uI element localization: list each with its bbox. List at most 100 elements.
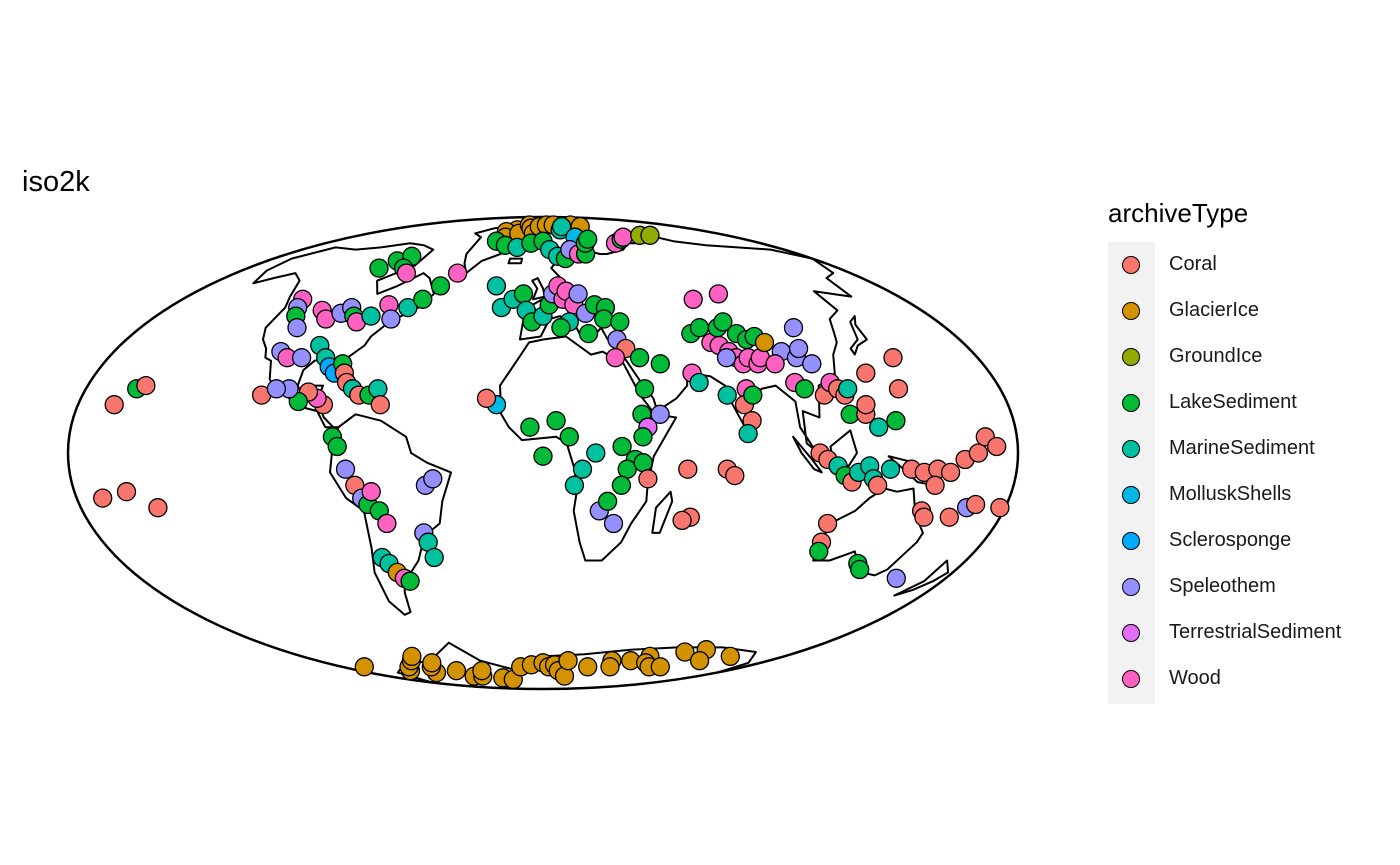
site-point-speleothem xyxy=(650,404,670,424)
legend-label: Wood xyxy=(1169,667,1221,689)
map-title: iso2k xyxy=(22,166,90,198)
legend-label: GlacierIce xyxy=(1169,299,1260,321)
site-point-wood xyxy=(765,354,785,374)
site-point-wood xyxy=(613,227,633,247)
site-point-coral xyxy=(856,395,876,415)
site-point-marinesediment xyxy=(424,547,444,568)
land-indonesia-sumatra xyxy=(792,435,823,474)
legend-item-groundice: GroundIce xyxy=(1108,334,1388,380)
site-point-lakesediment xyxy=(546,411,566,431)
site-point-coral xyxy=(965,494,986,515)
site-point-marinesediment xyxy=(572,459,593,479)
site-point-coral xyxy=(939,507,959,527)
site-point-glacierice xyxy=(472,661,492,681)
site-point-coral xyxy=(136,375,156,396)
site-point-lakesediment xyxy=(369,258,389,278)
site-point-lakesediment xyxy=(597,491,618,511)
site-point-speleothem xyxy=(287,318,307,338)
site-point-glacierice xyxy=(422,653,442,673)
site-point-speleothem xyxy=(381,309,401,329)
legend-swatch xyxy=(1122,624,1140,642)
site-point-coral xyxy=(672,510,692,531)
site-point-speleothem xyxy=(568,284,588,304)
legend-label: LakeSediment xyxy=(1169,391,1297,413)
site-point-marinesediment xyxy=(717,385,737,405)
site-point-wood xyxy=(708,284,729,304)
legend-swatch xyxy=(1122,256,1140,274)
site-point-glacierice xyxy=(558,651,578,671)
site-point-lakesediment xyxy=(886,411,906,431)
site-point-marinesediment xyxy=(368,379,388,399)
legend-item-wood: Wood xyxy=(1108,656,1388,702)
site-point-wood xyxy=(447,263,468,283)
site-point-marinesediment xyxy=(689,372,709,393)
legend-item-marinesediment: MarineSediment xyxy=(1108,426,1388,472)
site-point-coral xyxy=(476,388,497,408)
site-point-lakesediment xyxy=(809,541,829,562)
site-point-lakesediment xyxy=(551,318,571,338)
site-point-glacierice xyxy=(354,657,374,677)
legend-swatch xyxy=(1122,486,1140,504)
site-points xyxy=(93,215,1010,690)
legend-swatch xyxy=(1122,348,1140,366)
site-point-marinesediment xyxy=(880,459,901,479)
legend-label: GroundIce xyxy=(1169,345,1263,367)
site-point-lakesediment xyxy=(430,276,451,296)
site-point-lakesediment xyxy=(629,348,650,368)
site-point-coral xyxy=(116,482,137,502)
site-point-lakesediment xyxy=(413,289,433,309)
site-point-lakesediment xyxy=(513,284,534,304)
site-point-coral xyxy=(987,436,1007,457)
site-point-coral xyxy=(93,488,113,508)
site-point-marinesediment xyxy=(869,417,889,437)
legend-label: MarineSediment xyxy=(1169,437,1315,459)
site-point-glacierice xyxy=(720,646,740,667)
site-point-marinesediment xyxy=(361,306,381,326)
legend-swatch xyxy=(1122,578,1140,596)
site-point-lakesediment xyxy=(612,436,632,457)
site-point-coral xyxy=(856,363,876,383)
site-point-coral xyxy=(148,498,168,518)
site-point-speleothem xyxy=(291,348,312,368)
legend-item-glacierice: GlacierIce xyxy=(1108,288,1388,334)
legend-swatch xyxy=(1122,670,1140,688)
site-point-coral xyxy=(990,498,1010,518)
legend-label: Speleothem xyxy=(1169,575,1276,597)
site-point-coral xyxy=(867,475,888,495)
site-point-wood xyxy=(361,482,381,502)
legend-item-lakesediment: LakeSediment xyxy=(1108,380,1388,426)
site-point-speleothem xyxy=(423,469,443,489)
site-point-lakesediment xyxy=(533,446,553,466)
site-point-glacierice xyxy=(600,657,620,677)
site-point-glacierice xyxy=(689,651,710,671)
site-point-wood xyxy=(605,348,626,368)
site-point-lakesediment xyxy=(594,309,614,329)
legend-title: archiveType xyxy=(1108,198,1249,228)
legend-label: Coral xyxy=(1169,253,1217,275)
site-point-coral xyxy=(888,379,909,399)
site-point-lakesediment xyxy=(713,312,733,332)
site-point-lakesediment xyxy=(327,436,347,457)
site-point-lakesediment xyxy=(520,417,540,437)
site-point-coral xyxy=(883,348,903,368)
site-point-lakesediment xyxy=(689,318,710,338)
site-point-lakesediment xyxy=(611,475,632,495)
site-point-lakesediment xyxy=(400,571,420,591)
land-new-zealand xyxy=(893,559,950,597)
legend-label: MolluskShells xyxy=(1169,483,1292,505)
site-point-marinesediment xyxy=(838,379,858,399)
site-point-lakesediment xyxy=(559,427,579,447)
site-point-wood xyxy=(683,289,703,309)
land-uk xyxy=(531,277,546,301)
site-point-lakesediment xyxy=(850,559,870,580)
legend-keys: Coral GlacierIce GroundIce LakeSediment Mari… xyxy=(1108,242,1341,704)
legend-swatch xyxy=(1122,532,1140,550)
legend-label: TerrestrialSediment xyxy=(1169,621,1342,643)
land-iceland xyxy=(507,257,524,265)
site-point-marinesediment xyxy=(398,297,418,318)
site-point-speleothem xyxy=(802,354,822,374)
site-point-coral xyxy=(968,443,989,463)
site-point-marinesediment xyxy=(586,443,606,463)
legend-label: Sclerosponge xyxy=(1169,529,1292,551)
